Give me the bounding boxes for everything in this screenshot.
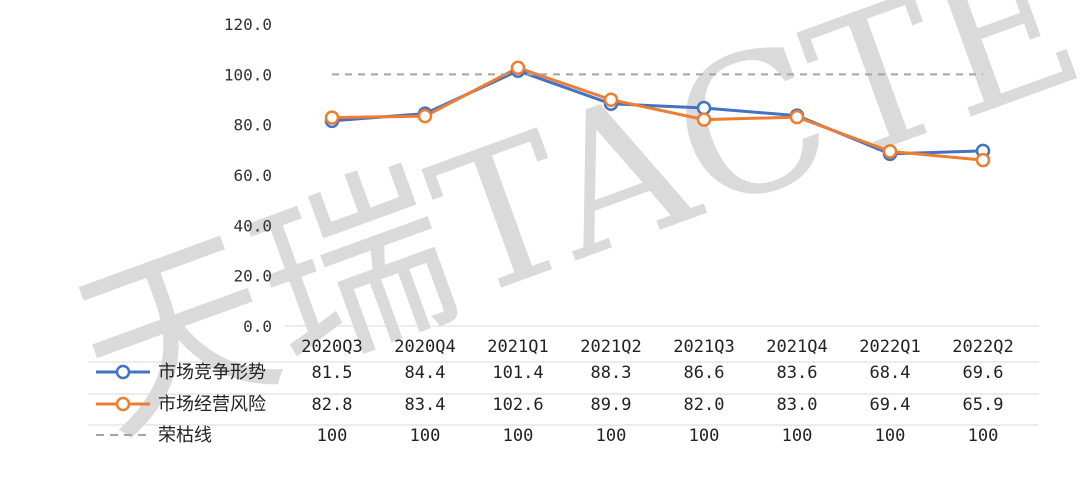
data-label: 100 [410, 426, 441, 446]
data-label: 68.4 [870, 363, 911, 383]
data-point [510, 60, 526, 76]
y-tick-label: 40.0 [233, 216, 272, 235]
data-table: 市场竞争形势 81.5 84.4 101.4 88.3 86.6 83.6 68.4 69.6 市… [88, 361, 1039, 446]
data-label: 100 [875, 426, 906, 446]
series-name: 市场竞争形势 [158, 362, 266, 383]
data-point [324, 110, 340, 125]
data-label: 102.6 [492, 395, 543, 415]
plot-area [324, 60, 991, 168]
x-tick-label: 2020Q4 [394, 337, 455, 357]
data-label: 100 [503, 426, 534, 446]
y-tick-label: 120.0 [224, 15, 272, 34]
series-line [331, 66, 984, 162]
data-label: 89.9 [591, 395, 632, 415]
x-tick-label: 2021Q4 [766, 337, 827, 357]
data-point [789, 109, 805, 125]
data-label: 65.9 [963, 395, 1004, 415]
data-label: 82.0 [684, 395, 725, 415]
legend-key-marker [115, 396, 131, 412]
axis-layer: 0.0 20.0 40.0 60.0 80.0 100.0 120.0 2020Q3 2020Q… [224, 15, 1039, 357]
data-label: 83.4 [405, 395, 446, 415]
data-label: 100 [968, 426, 999, 446]
legend-key-marker [115, 364, 131, 380]
y-tick-label: 0.0 [243, 317, 272, 336]
data-label: 100 [317, 426, 348, 446]
x-tick-label: 2021Q2 [580, 337, 641, 357]
data-label: 81.5 [312, 363, 353, 383]
x-tick-label: 2021Q3 [673, 337, 734, 357]
data-label: 69.4 [870, 395, 911, 415]
y-tick-label: 60.0 [233, 166, 272, 185]
x-tick-label: 2022Q1 [859, 337, 920, 357]
series-name: 荣枯线 [158, 425, 212, 446]
data-label: 83.6 [777, 363, 818, 383]
data-point [603, 92, 619, 108]
data-label: 83.0 [777, 395, 818, 415]
data-label: 69.6 [963, 363, 1004, 383]
data-point [696, 100, 712, 116]
data-point [975, 152, 991, 168]
data-label: 82.8 [312, 395, 353, 415]
data-label: 100 [689, 426, 720, 446]
series-name: 市场经营风险 [158, 394, 266, 415]
data-label: 100 [596, 426, 627, 446]
data-point [882, 144, 898, 159]
data-point [417, 108, 433, 124]
data-label: 84.4 [405, 363, 446, 383]
x-tick-label: 2021Q1 [487, 337, 548, 357]
x-tick-label: 2022Q2 [952, 337, 1013, 357]
data-point [696, 112, 712, 127]
data-label: 86.6 [684, 363, 725, 383]
y-tick-label: 100.0 [224, 65, 272, 84]
data-label: 88.3 [591, 363, 632, 383]
x-tick-label: 2020Q3 [301, 337, 362, 357]
data-label: 101.4 [492, 363, 543, 383]
y-tick-label: 20.0 [233, 267, 272, 286]
y-tick-label: 80.0 [233, 116, 272, 135]
data-label: 100 [782, 426, 813, 446]
